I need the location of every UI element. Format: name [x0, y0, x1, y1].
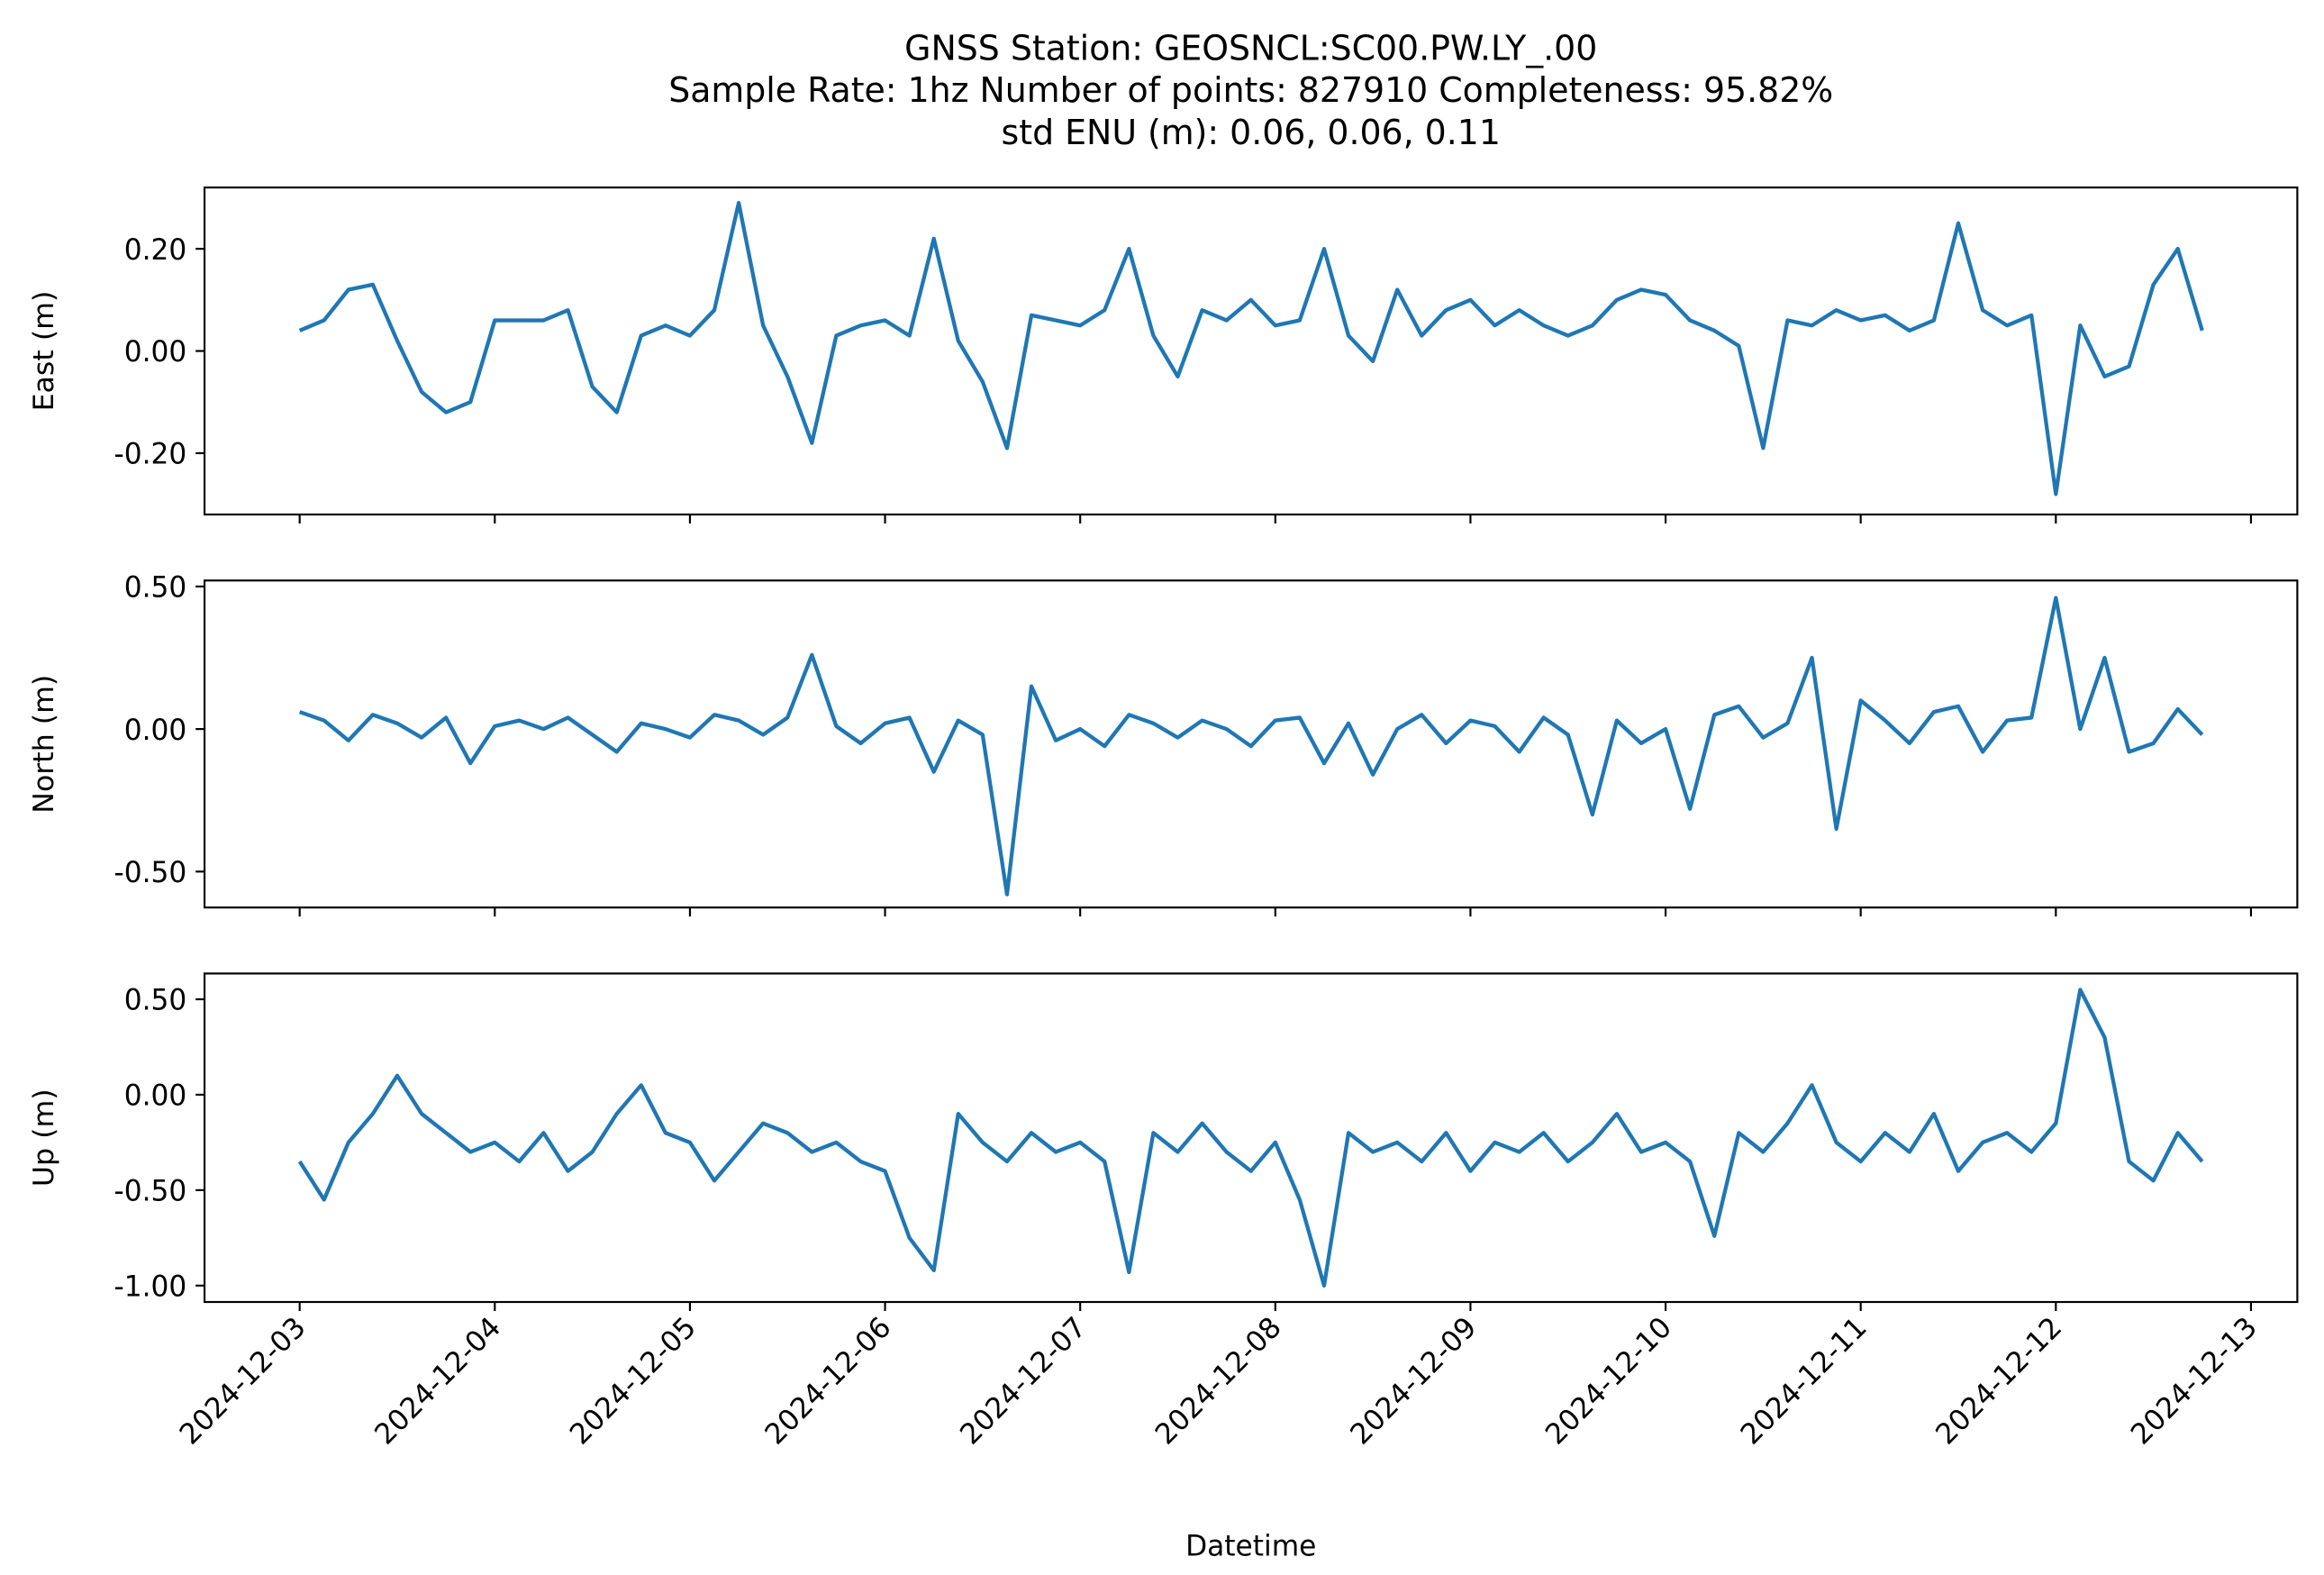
y-tick-label: 0.00 — [124, 336, 187, 369]
y-tick-label: -0.20 — [113, 438, 186, 470]
x-tick-label: 2024-12-05 — [564, 1311, 703, 1452]
y-tick-label: 0.00 — [124, 1079, 187, 1112]
y-axis-label: East (m) — [28, 291, 60, 412]
data-line — [297, 988, 2204, 1288]
x-tick-label: 2024-12-12 — [1929, 1311, 2068, 1452]
x-tick-label: 2024-12-03 — [174, 1311, 313, 1452]
x-tick-label: 2024-12-10 — [1539, 1311, 1678, 1452]
data-line — [298, 200, 2204, 496]
axes-frame — [203, 972, 2299, 1304]
y-axis-label: Up (m) — [28, 1088, 60, 1187]
chart-title: GNSS Station: GEOSNCL:SC00.PW.LY_.00 — [904, 28, 1597, 68]
axes-frame — [203, 187, 2299, 516]
y-tick-label: 0.20 — [124, 234, 187, 267]
x-tick-label: 2024-12-13 — [2125, 1311, 2264, 1452]
axes-frame — [203, 579, 2299, 909]
x-tick-label: 2024-12-11 — [1735, 1311, 1874, 1452]
y-tick-label: -0.50 — [113, 857, 186, 889]
y-tick-label: -1.00 — [113, 1270, 186, 1303]
x-tick-label: 2024-12-07 — [954, 1311, 1093, 1452]
y-axis-label: North (m) — [28, 675, 60, 814]
x-tick-label: 2024-12-09 — [1345, 1311, 1484, 1452]
x-tick-label: 2024-12-04 — [368, 1311, 507, 1452]
y-tick-label: 0.00 — [124, 715, 187, 747]
data-line — [298, 596, 2204, 897]
x-tick-label: 2024-12-08 — [1149, 1311, 1288, 1452]
chart-title: std ENU (m): 0.06, 0.06, 0.11 — [1002, 113, 1501, 152]
y-tick-label: 0.50 — [124, 985, 187, 1017]
x-tick-label: 2024-12-06 — [759, 1311, 898, 1452]
x-axis-label: Datetime — [1185, 1530, 1316, 1562]
y-tick-label: 0.50 — [124, 571, 187, 604]
chart-title: Sample Rate: 1hz Number of points: 82791… — [668, 70, 1833, 110]
y-tick-label: -0.50 — [113, 1175, 186, 1207]
